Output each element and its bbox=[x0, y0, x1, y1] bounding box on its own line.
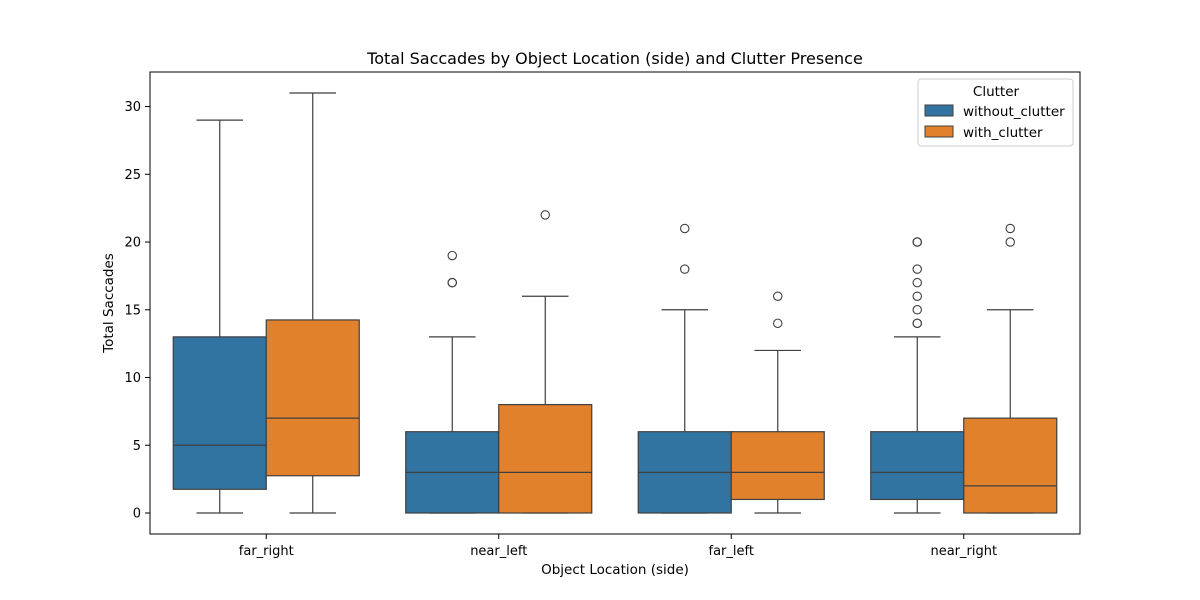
box-with_clutter-near_left bbox=[498, 210, 593, 514]
outlier-point bbox=[772, 318, 783, 329]
x-tick-label: far_left bbox=[709, 544, 754, 559]
box-body bbox=[963, 417, 1058, 514]
plot-frame bbox=[149, 71, 1081, 535]
box-without_clutter-near_right bbox=[870, 237, 965, 514]
y-axis: 0 5 10 15 20 25 30 bbox=[124, 100, 150, 522]
box-without_clutter-near_left bbox=[405, 250, 500, 514]
outlier-point bbox=[1005, 223, 1015, 234]
legend-title: Clutter bbox=[973, 84, 1020, 100]
box-with_clutter-near_right bbox=[963, 223, 1058, 514]
x-tick-label: near_right bbox=[930, 544, 997, 559]
box-body bbox=[730, 431, 825, 501]
outlier-point bbox=[912, 277, 922, 288]
box-body bbox=[265, 319, 360, 477]
outlier-point bbox=[912, 318, 922, 329]
legend-label-without-clutter: without_clutter bbox=[963, 104, 1065, 120]
box-body bbox=[870, 431, 965, 501]
outlier-point bbox=[540, 210, 550, 220]
box-without_clutter-far_left bbox=[637, 223, 732, 514]
box-without_clutter-far_right bbox=[172, 119, 267, 514]
outlier-point bbox=[447, 250, 457, 261]
x-axis-label: Object Location (side) bbox=[541, 562, 689, 578]
legend-swatch-with-clutter bbox=[924, 125, 954, 138]
outlier-point bbox=[679, 223, 690, 234]
y-tick-label: 10 bbox=[124, 371, 141, 386]
y-tick-label: 0 bbox=[133, 507, 141, 522]
box-with_clutter-far_left bbox=[730, 291, 825, 514]
box-body bbox=[498, 404, 593, 514]
x-tick-label: near_left bbox=[470, 544, 527, 559]
outlier-point bbox=[679, 264, 690, 274]
box-body bbox=[172, 336, 267, 490]
legend: Clutter without_clutter with_clutter bbox=[917, 78, 1074, 147]
outlier-point bbox=[772, 291, 783, 301]
outlier-point bbox=[912, 291, 922, 301]
y-tick-label: 5 bbox=[133, 439, 141, 454]
y-tick-label: 30 bbox=[124, 100, 141, 115]
y-tick-label: 25 bbox=[124, 168, 141, 183]
legend-frame bbox=[917, 78, 1074, 147]
plot-area bbox=[149, 71, 1081, 535]
outlier-point bbox=[447, 277, 457, 288]
box-with_clutter-far_right bbox=[265, 92, 360, 514]
y-axis-label: Total Saccades bbox=[101, 253, 117, 354]
legend-label-with-clutter: with_clutter bbox=[963, 125, 1043, 141]
y-tick-label: 20 bbox=[124, 236, 141, 251]
x-axis: far_right near_left far_left near_right bbox=[239, 534, 997, 559]
chart-title: Total Saccades by Object Location (side)… bbox=[366, 49, 863, 68]
outlier-point bbox=[912, 237, 922, 247]
outlier-point bbox=[1005, 237, 1015, 247]
y-tick-label: 15 bbox=[124, 303, 141, 318]
outlier-point bbox=[912, 264, 922, 274]
legend-swatch-without-clutter bbox=[924, 104, 954, 117]
x-tick-label: far_right bbox=[239, 544, 294, 559]
outlier-point bbox=[912, 305, 922, 315]
